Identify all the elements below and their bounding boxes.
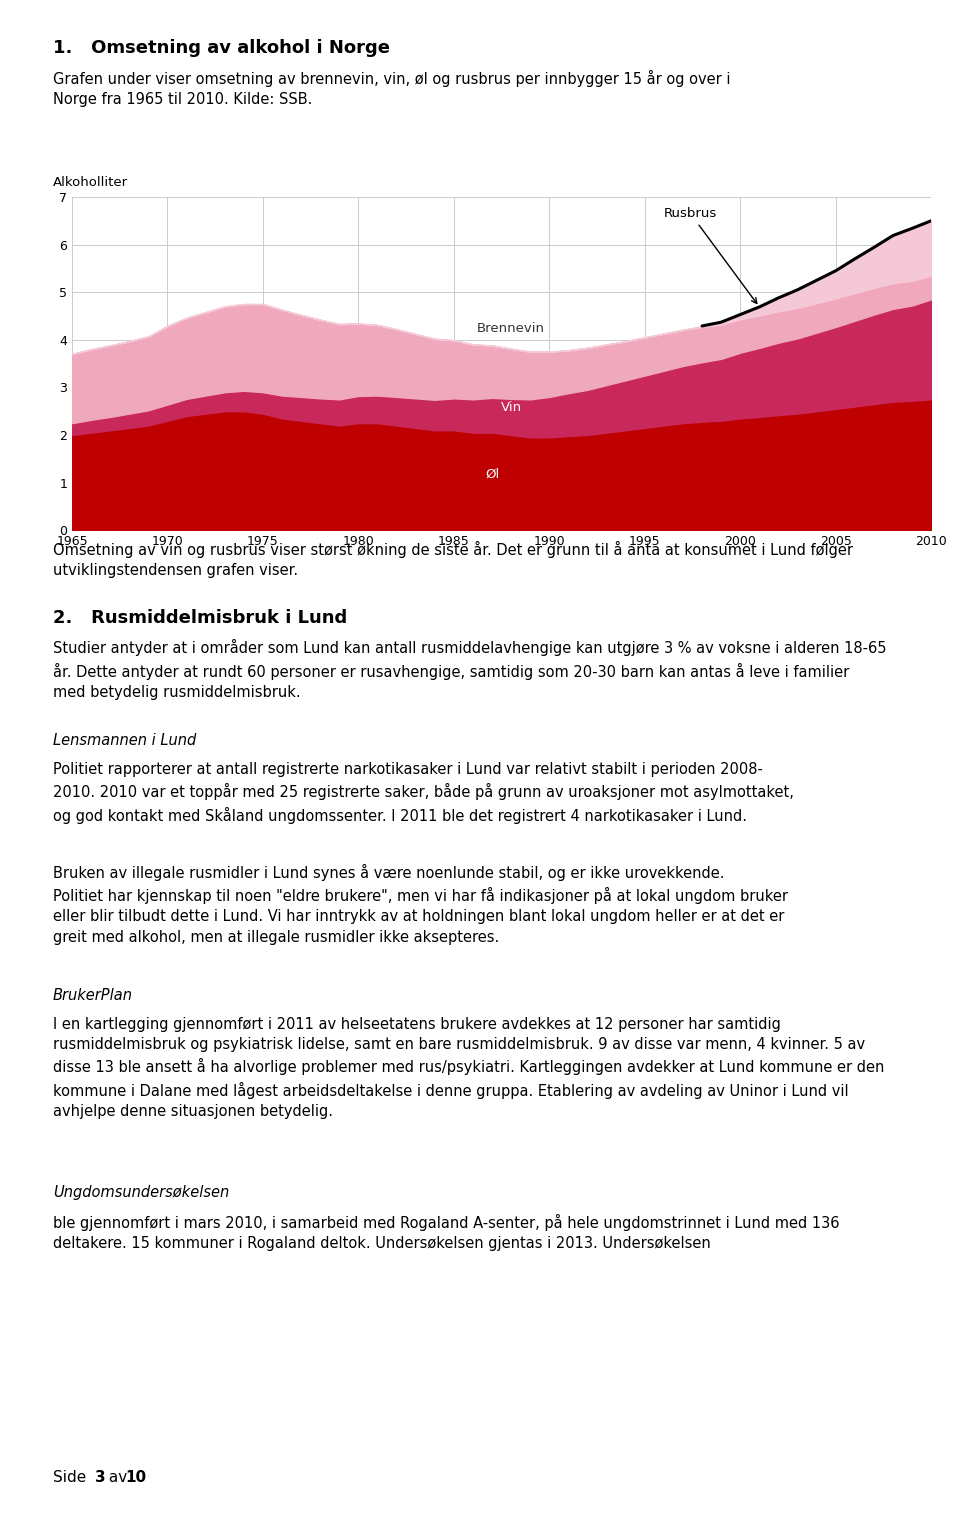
- Text: Vin: Vin: [500, 400, 521, 414]
- Text: Grafen under viser omsetning av brennevin, vin, øl og rusbrus per innbygger 15 å: Grafen under viser omsetning av brennevi…: [53, 70, 731, 108]
- Text: BrukerPlan: BrukerPlan: [53, 988, 132, 1003]
- Text: Ungdomsundersøkelsen: Ungdomsundersøkelsen: [53, 1185, 229, 1200]
- Text: Rusbrus: Rusbrus: [664, 208, 756, 303]
- Text: Lensmannen i Lund: Lensmannen i Lund: [53, 733, 196, 748]
- Text: 3: 3: [95, 1470, 106, 1485]
- Text: Side: Side: [53, 1470, 91, 1485]
- Text: av: av: [104, 1470, 132, 1485]
- Text: Omsetning av vin og rusbrus viser størst økning de siste år. Det er grunn til å : Omsetning av vin og rusbrus viser størst…: [53, 541, 852, 579]
- Text: Studier antyder at i områder som Lund kan antall rusmiddelavhengige kan utgjøre : Studier antyder at i områder som Lund ka…: [53, 639, 886, 700]
- Text: I en kartlegging gjennomført i 2011 av helseetatens brukere avdekkes at 12 perso: I en kartlegging gjennomført i 2011 av h…: [53, 1017, 884, 1120]
- Text: Alkoholliter: Alkoholliter: [53, 176, 128, 189]
- Text: 10: 10: [126, 1470, 147, 1485]
- Text: Brennevin: Brennevin: [477, 323, 545, 335]
- Text: Bruken av illegale rusmidler i Lund synes å være noenlunde stabil, og er ikke ur: Bruken av illegale rusmidler i Lund syne…: [53, 864, 788, 945]
- Text: ble gjennomført i mars 2010, i samarbeid med Rogaland A-senter, på hele ungdomst: ble gjennomført i mars 2010, i samarbeid…: [53, 1214, 839, 1251]
- Text: Øl: Øl: [485, 467, 499, 480]
- Text: 1.   Omsetning av alkohol i Norge: 1. Omsetning av alkohol i Norge: [53, 39, 390, 58]
- Text: 2.   Rusmiddelmisbruk i Lund: 2. Rusmiddelmisbruk i Lund: [53, 609, 348, 627]
- Text: Politiet rapporterer at antall registrerte narkotikasaker i Lund var relativt st: Politiet rapporterer at antall registrer…: [53, 762, 794, 824]
